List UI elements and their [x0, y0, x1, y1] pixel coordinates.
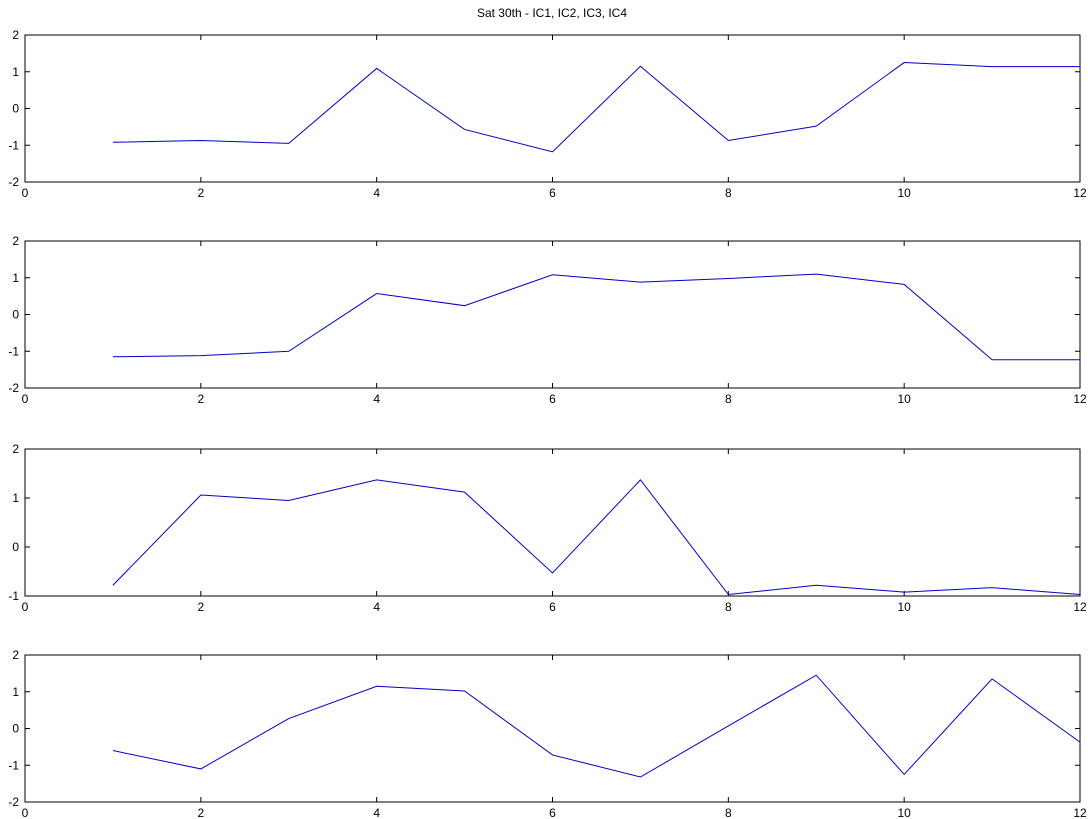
x-tick-label: 8: [725, 600, 732, 614]
y-tick-label: 1: [12, 685, 19, 699]
y-tick-label: -2: [8, 381, 19, 395]
axes-box: [24, 654, 1081, 803]
y-tick-label: 2: [12, 442, 19, 456]
y-tick-label: 0: [12, 308, 19, 322]
series-line: [112, 273, 1080, 361]
y-tick-label: -1: [8, 589, 19, 603]
series-line: [112, 479, 1081, 596]
axes-box: [24, 240, 1081, 389]
y-tick-label: 2: [12, 648, 19, 662]
y-tick-label: 0: [12, 540, 19, 554]
x-tick-label: 6: [549, 806, 556, 819]
y-tick-label: 0: [12, 722, 19, 736]
x-tick-label: 0: [22, 806, 29, 819]
x-tick-label: 10: [897, 600, 911, 614]
x-tick-label: 4: [373, 806, 380, 819]
y-tick-label: 2: [12, 234, 19, 248]
x-tick-label: 12: [1073, 392, 1087, 406]
x-tick-label: 12: [1073, 806, 1087, 819]
x-tick-label: 10: [897, 186, 911, 200]
x-tick-label: 8: [725, 392, 732, 406]
y-tick-label: 2: [12, 28, 19, 42]
axes-box: [24, 34, 1081, 183]
x-tick-label: 2: [197, 186, 204, 200]
x-tick-label: 4: [373, 186, 380, 200]
y-tick-label: -1: [8, 758, 19, 772]
x-tick-label: 8: [725, 806, 732, 819]
y-tick-label: -2: [8, 175, 19, 189]
figure-title: Sat 30th - IC1, IC2, IC3, IC4: [477, 6, 627, 20]
x-tick-label: 6: [549, 186, 556, 200]
y-tick-label: -2: [8, 795, 19, 809]
y-tick-label: 0: [12, 102, 19, 116]
x-tick-label: 6: [549, 600, 556, 614]
x-tick-label: 0: [22, 600, 29, 614]
x-tick-label: 12: [1073, 600, 1087, 614]
x-tick-label: 12: [1073, 186, 1087, 200]
series-line: [112, 674, 1081, 778]
x-tick-label: 10: [897, 806, 911, 819]
x-tick-label: 8: [725, 186, 732, 200]
x-tick-label: 2: [197, 600, 204, 614]
y-tick-label: -1: [8, 344, 19, 358]
x-tick-label: 4: [373, 392, 380, 406]
x-tick-label: 10: [897, 392, 911, 406]
x-tick-label: 4: [373, 600, 380, 614]
y-tick-label: -1: [8, 138, 19, 152]
y-tick-label: 1: [12, 491, 19, 505]
x-tick-label: 0: [22, 186, 29, 200]
x-tick-label: 6: [549, 392, 556, 406]
x-tick-label: 2: [197, 392, 204, 406]
axes-box: [24, 448, 1081, 597]
y-tick-label: 1: [12, 65, 19, 79]
x-tick-label: 2: [197, 806, 204, 819]
x-tick-label: 0: [22, 392, 29, 406]
series-line: [112, 62, 1080, 153]
y-tick-label: 1: [12, 271, 19, 285]
